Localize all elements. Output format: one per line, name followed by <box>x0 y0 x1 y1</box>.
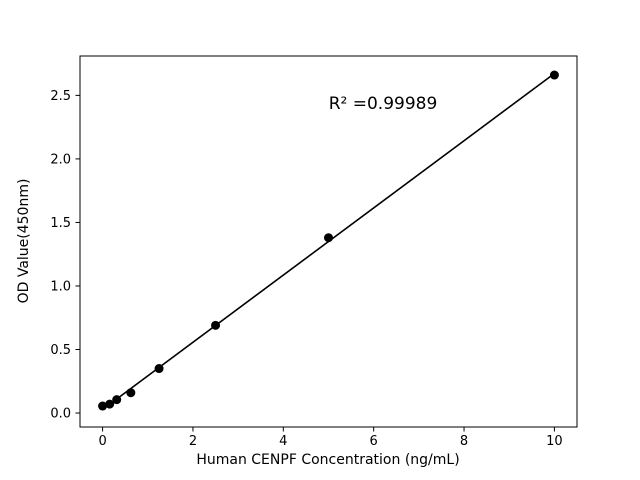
y-axis-ticks: 0.0 0.5 1.0 1.5 2.0 2.5 <box>50 89 80 422</box>
data-points-group <box>98 70 559 411</box>
data-point <box>112 395 122 405</box>
data-point <box>324 233 333 243</box>
x-tick-label: 2 <box>189 434 197 449</box>
r-squared-annotation: R² =0.99989 <box>329 94 438 114</box>
x-axis-ticks: 0 2 4 6 8 10 <box>98 427 563 449</box>
y-tick-label: 2.0 <box>50 152 71 167</box>
data-point <box>98 401 108 411</box>
x-axis-label: Human CENPF Concentration (ng/mL) <box>196 452 459 468</box>
plot-area-border <box>79 55 578 428</box>
data-point <box>154 364 164 374</box>
x-tick-label: 4 <box>279 434 287 449</box>
data-point <box>211 320 221 330</box>
x-tick-label: 8 <box>460 434 468 449</box>
y-tick-label: 0.0 <box>50 407 71 422</box>
data-point <box>105 399 115 409</box>
y-tick-label: 1.0 <box>50 279 71 294</box>
y-tick-label: 0.5 <box>50 343 71 358</box>
x-tick-label: 10 <box>546 434 563 449</box>
data-point <box>549 70 559 80</box>
y-tick-label: 2.5 <box>50 89 71 104</box>
x-tick-label: 6 <box>370 434 378 449</box>
data-point <box>126 388 136 398</box>
y-tick-label: 1.5 <box>50 216 71 231</box>
y-axis-label: OD Value(450nm) <box>16 179 32 304</box>
x-tick-label: 0 <box>98 434 106 449</box>
